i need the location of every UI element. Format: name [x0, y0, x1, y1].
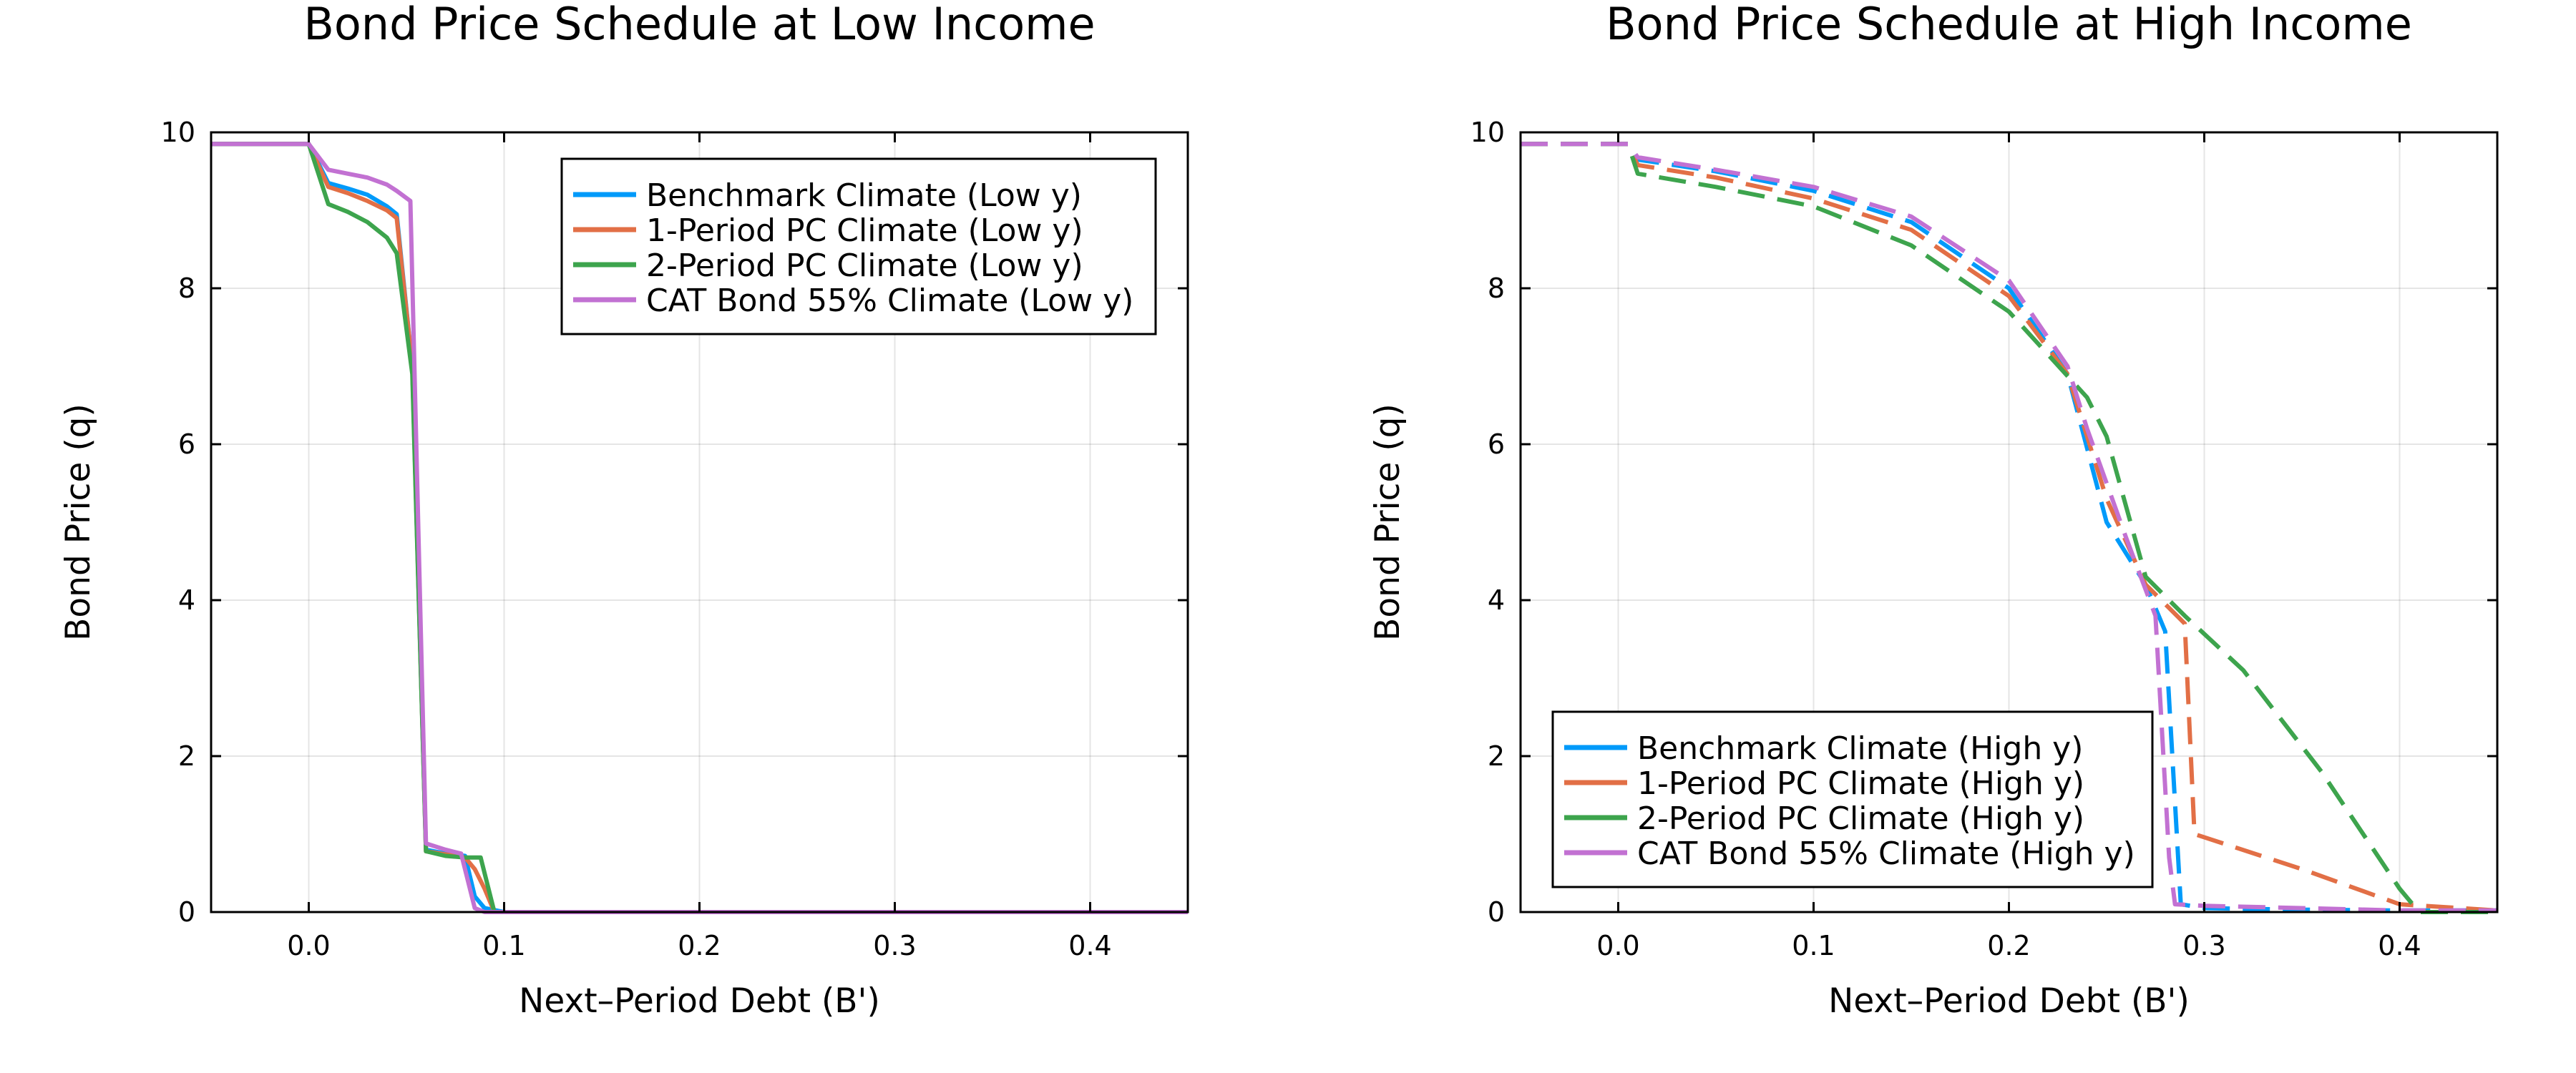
legend-entry: CAT Bond 55% Climate (Low y) — [646, 283, 1133, 319]
x-tick-label: 0.1 — [482, 930, 525, 961]
y-tick-label: 8 — [1488, 273, 1505, 304]
x-tick-label: 0.4 — [2378, 930, 2421, 961]
y-tick-label: 6 — [1488, 428, 1505, 460]
y-axis-label: Bond Price (q) — [59, 403, 98, 641]
chart-title: Bond Price Schedule at Low Income — [303, 0, 1095, 50]
y-tick-label: 0 — [178, 896, 195, 928]
legend-entry: 1-Period PC Climate (High y) — [1637, 765, 2084, 802]
legend-entry: 2-Period PC Climate (Low y) — [646, 248, 1083, 284]
legend-entry: 1-Period PC Climate (Low y) — [646, 212, 1083, 249]
series-group — [1521, 142, 2497, 914]
legend-entry: Benchmark Climate (High y) — [1637, 730, 2083, 767]
series-line-3 — [211, 142, 1188, 914]
legend: Benchmark Climate (Low y)1-Period PC Cli… — [560, 157, 1157, 335]
y-tick-label: 10 — [1470, 117, 1505, 148]
y-tick-label: 2 — [178, 740, 195, 772]
y-tick-label: 4 — [178, 584, 195, 616]
x-tick-label: 0.3 — [873, 930, 916, 961]
chart-title: Bond Price Schedule at High Income — [1606, 0, 2412, 50]
x-tick-label: 0.1 — [1792, 930, 1835, 961]
series-line-3 — [1521, 142, 2497, 913]
legend: Benchmark Climate (High y)1-Period PC Cl… — [1551, 710, 2154, 888]
x-tick-label: 0.4 — [1068, 930, 1111, 961]
x-tick-label: 0.0 — [1596, 930, 1639, 961]
series-group — [211, 142, 1188, 914]
x-tick-label: 0.2 — [1987, 930, 2030, 961]
legend-entry: CAT Bond 55% Climate (High y) — [1637, 836, 2135, 872]
y-tick-label: 2 — [1488, 740, 1505, 772]
y-tick-label: 10 — [161, 117, 195, 148]
legend-entry: 2-Period PC Climate (High y) — [1637, 800, 2084, 837]
legend-box — [1551, 710, 2154, 888]
y-tick-label: 6 — [178, 428, 195, 460]
y-tick-label: 0 — [1488, 896, 1505, 928]
legend-box — [560, 157, 1157, 335]
x-tick-label: 0.0 — [287, 930, 330, 961]
x-tick-label: 0.2 — [678, 930, 721, 961]
series-line-2 — [1521, 142, 2497, 914]
chart-panel-1: 0.0 0.1 0.2 0.3 0.4 0 2 4 6 8 10 Bond Price Schedul… — [1368, 0, 2499, 1021]
x-axis-label: Next–Period Debt (B') — [519, 981, 880, 1021]
legend-entry: Benchmark Climate (Low y) — [646, 177, 1082, 214]
x-axis-label: Next–Period Debt (B') — [1828, 981, 2190, 1021]
y-axis-label: Bond Price (q) — [1368, 403, 1407, 641]
x-tick-label: 0.3 — [2182, 930, 2225, 961]
y-tick-label: 8 — [178, 273, 195, 304]
y-tick-label: 4 — [1488, 584, 1505, 616]
series-line-2 — [211, 142, 1188, 914]
chart-panel-0: 0.0 0.1 0.2 0.3 0.4 0 2 4 6 8 10 Bond Price Schedul… — [59, 0, 1189, 1021]
